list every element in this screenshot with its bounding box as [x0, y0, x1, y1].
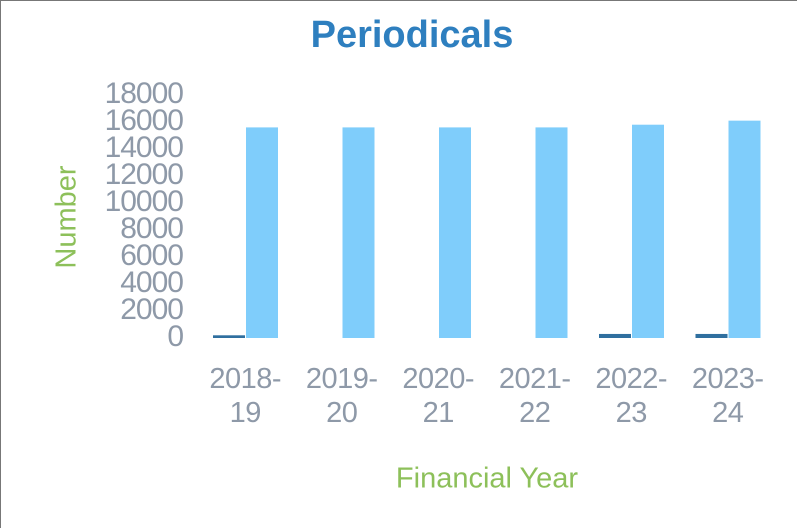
y-tick-label: 0 — [167, 320, 183, 353]
y-tick-label: 10000 — [105, 185, 184, 218]
y-tick-label: 16000 — [105, 104, 184, 137]
y-tick-label: 4000 — [120, 266, 183, 299]
bar — [246, 127, 278, 339]
y-tick-label: 2000 — [120, 293, 183, 326]
y-tick-label: 18000 — [105, 77, 184, 110]
y-tick-label: 8000 — [120, 212, 183, 245]
bar — [535, 127, 568, 339]
x-tick-label: 2020-21 — [402, 363, 475, 429]
y-tick-label: 6000 — [120, 239, 183, 272]
bar — [213, 335, 245, 338]
x-tick-label: 2022-23 — [595, 363, 668, 429]
x-tick-label: 2019-20 — [305, 363, 378, 429]
x-tick-label: 2021-22 — [498, 363, 571, 429]
y-tick-label: 12000 — [105, 158, 184, 191]
x-axis-label: Financial Year — [396, 463, 579, 495]
bar — [342, 127, 375, 339]
bar — [728, 120, 761, 339]
y-tick-label: 14000 — [105, 131, 184, 164]
bar — [439, 127, 471, 339]
x-tick-label: 2023-24 — [691, 363, 764, 429]
bar — [599, 333, 631, 338]
x-tick-label: 2018-19 — [209, 363, 282, 429]
bar — [632, 124, 664, 338]
bar — [695, 333, 728, 338]
chart-title: Periodicals — [311, 14, 514, 56]
y-axis-label: Number — [51, 165, 83, 268]
